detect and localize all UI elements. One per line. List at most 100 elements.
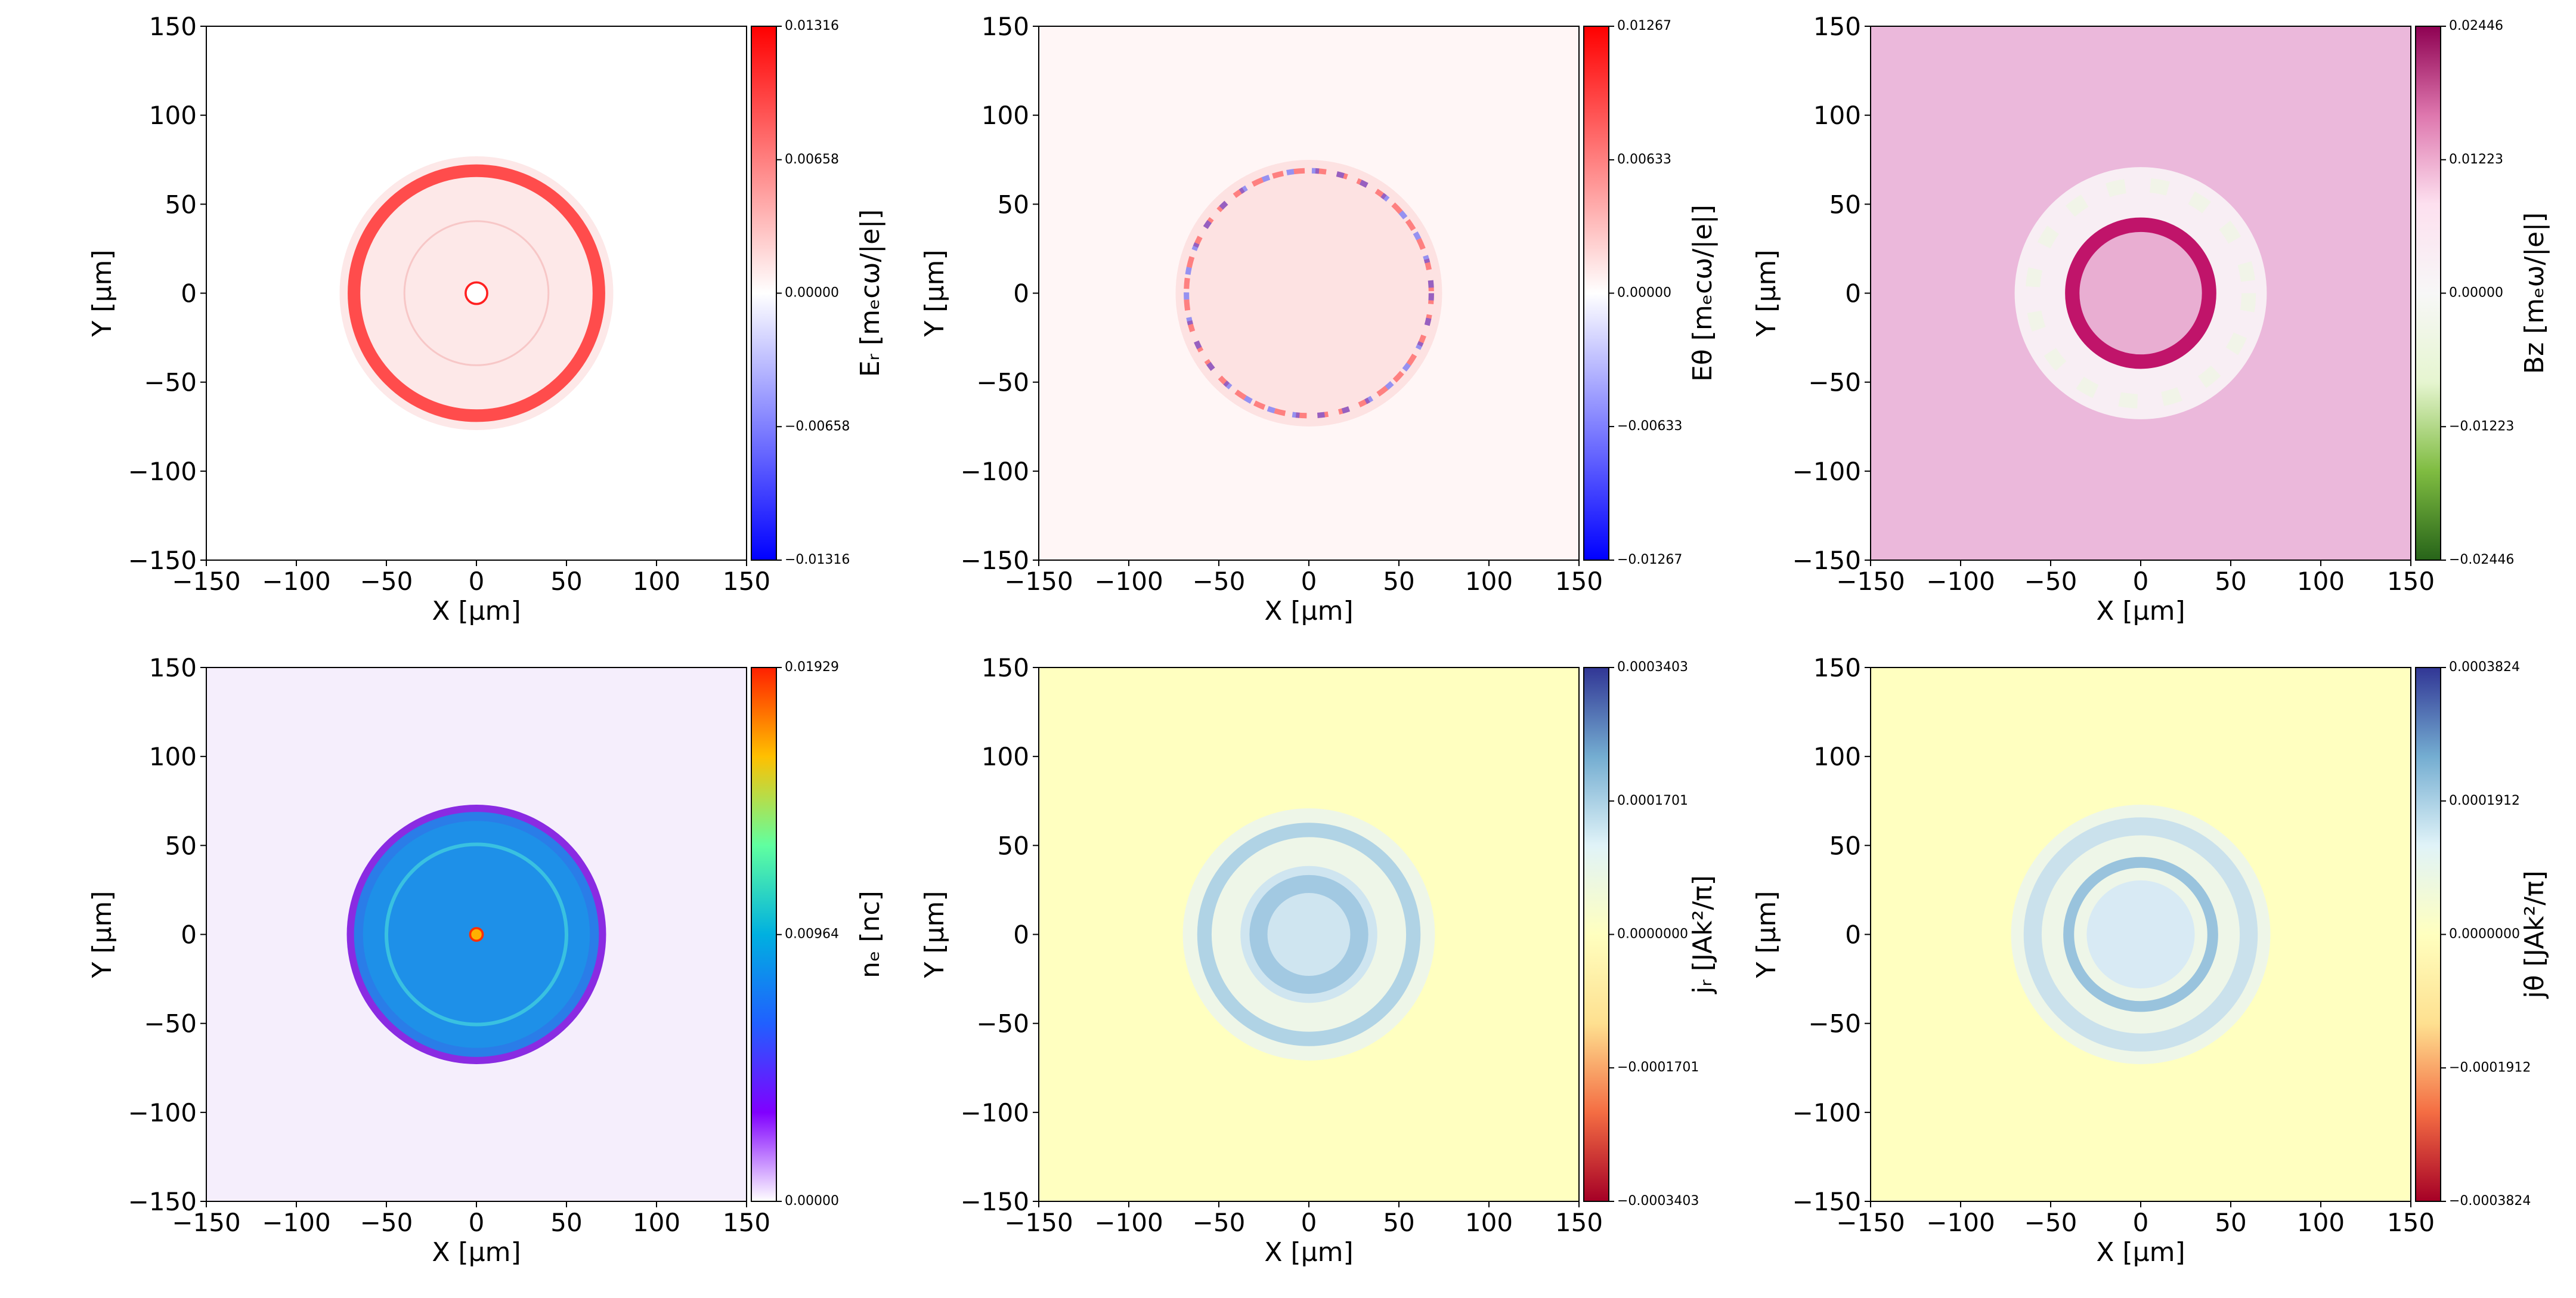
- y-tick-label: 150: [1813, 12, 1861, 41]
- y-tick-label: −100: [961, 457, 1029, 486]
- field-ring: [384, 842, 569, 1027]
- y-tick-label: −150: [128, 1187, 197, 1216]
- y-tick-label: −150: [128, 546, 197, 575]
- y-tick-label: −150: [1792, 546, 1861, 575]
- field-ring: [1249, 874, 1368, 994]
- colorbar-tick-label: 0.00000: [1617, 286, 1671, 301]
- x-tick-label: −100: [1094, 1208, 1163, 1237]
- x-tick-label: 100: [2297, 567, 2345, 596]
- field-map: [1871, 26, 2411, 560]
- colorbar-tick-label: 0.0000000: [2449, 927, 2520, 942]
- panel: −150 −100 −50 0 50 100 150 −150 −100 −50 0 50 100 150…: [919, 12, 1718, 626]
- x-tick-label: 150: [1555, 1208, 1603, 1237]
- x-axis-label: X [μm]: [1264, 1237, 1353, 1268]
- x-tick-label: 100: [1465, 1208, 1513, 1237]
- colorbar-tick-label: −0.01316: [785, 552, 850, 567]
- y-tick-label: 150: [982, 653, 1029, 682]
- x-tick-label: 0: [469, 1208, 485, 1237]
- field-ring: [1197, 823, 1421, 1046]
- x-axis-label: X [μm]: [432, 1237, 521, 1268]
- x-tick-label: 0: [1301, 567, 1317, 596]
- colorbar-tick-label: −0.01223: [2449, 419, 2514, 434]
- y-tick-label: −50: [1808, 368, 1861, 397]
- colorbar-tick-label: −0.0003824: [2449, 1194, 2531, 1209]
- y-tick-label: −50: [976, 368, 1029, 397]
- y-tick-label: 100: [149, 101, 197, 130]
- y-axis-label: Y [μm]: [919, 891, 950, 978]
- x-tick-label: 100: [633, 1208, 680, 1237]
- x-tick-label: −100: [262, 567, 330, 596]
- field-map: [1039, 26, 1579, 560]
- y-tick-label: −100: [961, 1098, 1029, 1127]
- x-tick-label: 50: [550, 567, 582, 596]
- x-tick-label: 150: [2387, 567, 2435, 596]
- colorbar-tick-label: 0.0001701: [1617, 793, 1688, 808]
- field-map: [206, 26, 747, 560]
- panel: −150 −100 −50 0 50 100 150 −150 −100 −50 0 50 100 150…: [1751, 12, 2550, 626]
- y-tick-label: 0: [181, 279, 197, 308]
- y-tick-label: −100: [1792, 1098, 1861, 1127]
- y-axis-label: Y [μm]: [1751, 891, 1782, 978]
- colorbar: [751, 26, 777, 561]
- colorbar-tick-label: 0.0003824: [2449, 660, 2520, 675]
- x-tick-label: 150: [2387, 1208, 2435, 1237]
- panel: −150 −100 −50 0 50 100 150 −150 −100 −50 0 50 100 150…: [87, 12, 886, 626]
- field-blob: [2086, 880, 2195, 989]
- x-tick-label: −150: [1836, 1208, 1905, 1237]
- colorbar-tick-label: −0.0001912: [2449, 1060, 2531, 1075]
- colorbar: [2415, 26, 2441, 561]
- y-tick-label: 150: [1813, 653, 1861, 682]
- colorbar-tick-label: 0.0001912: [2449, 793, 2520, 808]
- x-tick-label: −150: [172, 567, 240, 596]
- field-blob: [1175, 160, 1442, 427]
- x-tick-label: −150: [1836, 567, 1905, 596]
- y-tick-label: −100: [1792, 457, 1861, 486]
- y-tick-label: 50: [165, 831, 197, 860]
- x-tick-label: −150: [172, 1208, 240, 1237]
- y-tick-label: −100: [128, 457, 197, 486]
- colorbar-tick-label: −0.0001701: [1617, 1060, 1699, 1075]
- colorbar-tick-label: −0.0003403: [1617, 1194, 1699, 1209]
- x-tick-label: −100: [1926, 567, 1995, 596]
- y-tick-label: 100: [1813, 101, 1861, 130]
- field-ring: [1184, 168, 1434, 419]
- y-tick-label: 0: [1013, 920, 1029, 950]
- colorbar-tick-label: 0.01316: [785, 18, 839, 33]
- x-tick-label: 50: [550, 1208, 582, 1237]
- x-tick-label: 0: [1301, 1208, 1317, 1237]
- x-axis-label: X [μm]: [2096, 1237, 2185, 1268]
- field-blob: [469, 927, 484, 942]
- x-tick-label: 100: [1465, 567, 1513, 596]
- colorbar: [2415, 667, 2441, 1202]
- x-tick-label: −100: [1926, 1208, 1995, 1237]
- y-tick-label: 100: [982, 742, 1029, 771]
- y-axis-label: Y [μm]: [919, 249, 950, 337]
- field-ring: [2023, 817, 2258, 1052]
- colorbar-tick-label: 0.0003403: [1617, 660, 1688, 675]
- colorbar: [1583, 667, 1609, 1202]
- y-tick-label: −50: [144, 368, 197, 397]
- x-tick-label: 0: [469, 567, 485, 596]
- x-tick-label: −50: [2024, 567, 2077, 596]
- y-tick-label: −50: [144, 1009, 197, 1039]
- colorbar-tick-label: 0.00964: [785, 927, 839, 942]
- colorbar-tick-label: 0.00000: [785, 1194, 839, 1209]
- colorbar-tick-label: 0.01267: [1617, 18, 1671, 33]
- x-tick-label: 100: [2297, 1208, 2345, 1237]
- x-tick-label: −150: [1004, 567, 1073, 596]
- field-map: [206, 667, 747, 1201]
- y-axis-label: Y [μm]: [1751, 249, 1782, 337]
- colorbar-label: nₑ [nc]: [855, 891, 886, 978]
- field-map: [1871, 667, 2411, 1201]
- colorbar: [751, 667, 777, 1202]
- y-tick-label: −50: [1808, 1009, 1861, 1039]
- y-tick-label: 150: [149, 12, 197, 41]
- field-ring: [348, 164, 605, 422]
- field-ring: [2063, 857, 2218, 1012]
- colorbar-label: Eᵣ [mₑcω/|e|]: [855, 209, 886, 377]
- colorbar-tick-label: −0.02446: [2449, 552, 2514, 567]
- x-axis-label: X [μm]: [432, 596, 521, 626]
- colorbar-tick-label: 0.00633: [1617, 152, 1671, 167]
